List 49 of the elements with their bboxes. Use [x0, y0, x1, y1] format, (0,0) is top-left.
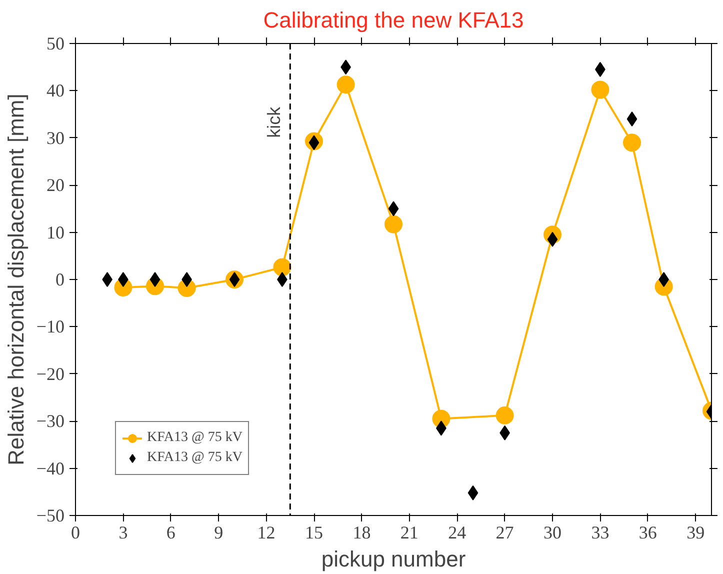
point [277, 272, 288, 287]
y-tick-label: 0 [56, 270, 64, 290]
legend-label: KFA13 @ 75 kV [147, 450, 242, 466]
point [468, 485, 478, 500]
y-tick-label: 20 [46, 175, 64, 196]
point [496, 406, 514, 424]
point [623, 134, 641, 152]
x-tick-label: 30 [544, 522, 562, 542]
x-tick-label: 6 [166, 522, 176, 542]
point [626, 112, 638, 127]
point [102, 272, 112, 287]
y-tick-label: 40 [46, 80, 64, 101]
x-axis-title: pickup number [321, 546, 466, 572]
legend-label: KFA13 @ 75 kV [147, 430, 242, 446]
x-tick-label: 18 [352, 522, 371, 542]
y-axis-title: Relative horizontal displacement [mm] [3, 94, 28, 466]
point [308, 135, 320, 150]
x-tick-label: 39 [686, 522, 705, 542]
chart-title: Calibrating the new KFA13 [263, 8, 524, 32]
y-tick-label: 10 [46, 222, 64, 242]
point [336, 76, 355, 94]
point [273, 258, 292, 276]
y-tick-label: −40 [36, 458, 65, 478]
x-tick-label: 12 [257, 522, 276, 542]
x-tick-label: 24 [448, 522, 466, 542]
ref-line-label: kick [264, 106, 284, 138]
point [182, 272, 192, 287]
x-tick-label: 36 [638, 522, 657, 542]
point [229, 272, 240, 287]
y-tick-label: −20 [36, 364, 65, 384]
point [591, 80, 610, 99]
x-tick-label: 0 [71, 522, 80, 542]
point [118, 272, 128, 287]
point [547, 232, 558, 247]
y-tick-label: −10 [36, 316, 65, 337]
y-tick-label: −30 [36, 411, 65, 432]
y-tick-label: −50 [36, 506, 65, 526]
point [388, 201, 399, 216]
point [384, 215, 402, 234]
y-tick-label: 50 [46, 34, 64, 54]
point [658, 272, 669, 287]
x-tick-label: 9 [214, 522, 224, 542]
x-tick-label: 33 [591, 522, 610, 542]
x-tick-label: 15 [305, 522, 323, 542]
point [150, 272, 160, 287]
x-tick-label: 3 [118, 522, 128, 542]
x-tick-label: 21 [400, 522, 418, 542]
y-tick-label: 30 [46, 128, 64, 148]
x-tick-label: 27 [496, 522, 514, 542]
